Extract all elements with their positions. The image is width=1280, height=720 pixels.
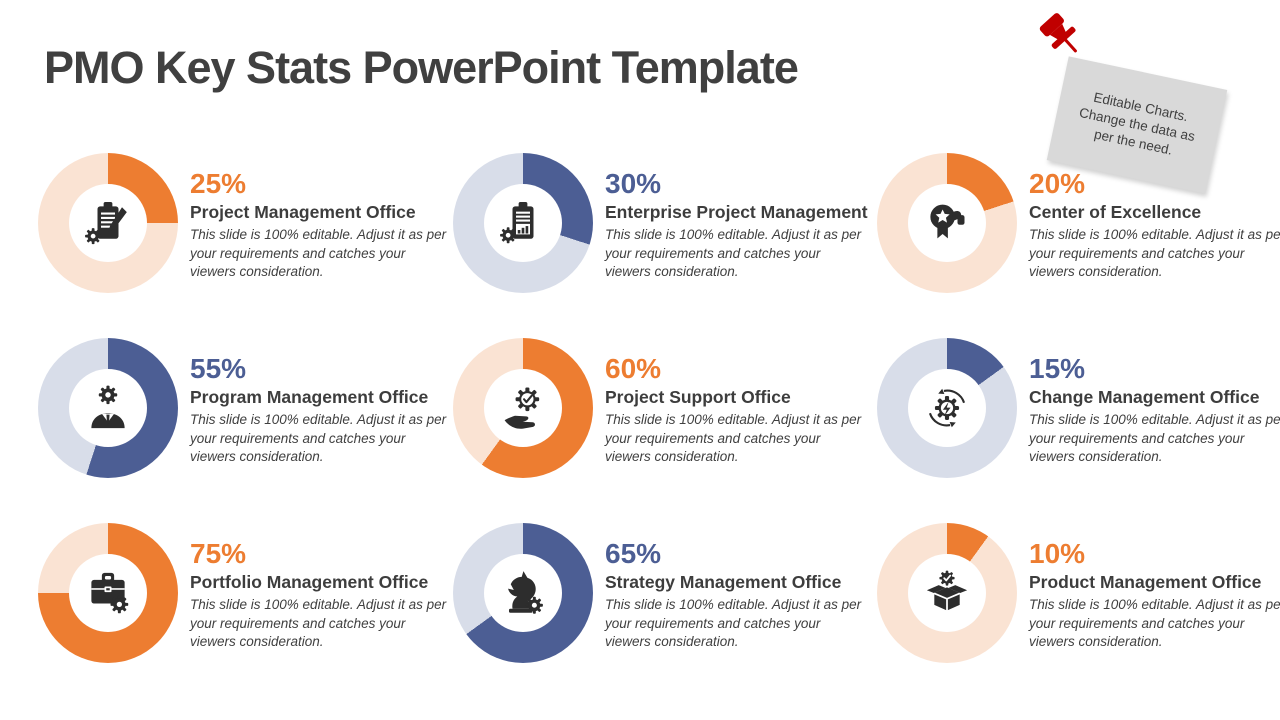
briefcase-gear-icon <box>91 572 129 614</box>
stat-description: This slide is 100% editable. Adjust it a… <box>1029 597 1280 650</box>
stat-title: Project Management Office <box>190 202 416 223</box>
stat-description: This slide is 100% editable. Adjust it a… <box>1029 412 1280 465</box>
donut-hole <box>908 554 986 632</box>
clipboard-pen-gear-icon <box>85 202 127 245</box>
medal-star-hand-icon <box>930 204 965 239</box>
stat-percentage: 20% <box>1029 168 1086 199</box>
donut-chart <box>877 153 1017 293</box>
donut-chart <box>38 338 178 478</box>
stat-card-strategy-management-office: 65% Strategy Management Office This slid… <box>453 523 883 675</box>
box-badge-icon <box>926 570 968 611</box>
stat-title: Portfolio Management Office <box>190 572 429 593</box>
manager-gear-icon <box>91 385 125 429</box>
donut-hole <box>69 369 147 447</box>
donut-chart <box>877 338 1017 478</box>
hand-gear-check-icon <box>504 387 540 429</box>
stat-description: This slide is 100% editable. Adjust it a… <box>190 227 447 280</box>
stat-card-product-management-office: 10% Product Management Office This slide… <box>877 523 1280 675</box>
donut-hole <box>908 369 986 447</box>
stat-card-project-support-office: 60% Project Support Office This slide is… <box>453 338 883 490</box>
donut-chart <box>877 523 1017 663</box>
stat-title: Change Management Office <box>1029 387 1260 408</box>
donut-hole <box>69 554 147 632</box>
stat-card-program-management-office: 55% Program Management Office This slide… <box>38 338 468 490</box>
stat-title: Strategy Management Office <box>605 572 842 593</box>
donut-hole <box>69 184 147 262</box>
stat-percentage: 25% <box>190 168 247 199</box>
stat-title: Product Management Office <box>1029 572 1262 593</box>
stat-description: This slide is 100% editable. Adjust it a… <box>605 597 862 650</box>
stat-description: This slide is 100% editable. Adjust it a… <box>190 597 447 650</box>
stat-description: This slide is 100% editable. Adjust it a… <box>605 227 862 280</box>
push-pin-icon <box>1039 13 1077 53</box>
donut-chart <box>38 153 178 293</box>
stat-percentage: 30% <box>605 168 662 199</box>
stat-card-portfolio-management-office: 75% Portfolio Management Office This sli… <box>38 523 468 675</box>
donut-chart <box>38 523 178 663</box>
donut-chart <box>453 338 593 478</box>
stat-percentage: 15% <box>1029 353 1086 384</box>
clipboard-chart-gear-icon <box>500 202 534 244</box>
stat-card-enterprise-project-management: 30% Enterprise Project Management This s… <box>453 153 883 305</box>
knight-gear-icon <box>508 571 543 614</box>
gear-sync-arrows-icon <box>928 388 966 428</box>
stat-percentage: 10% <box>1029 538 1086 569</box>
donut-hole <box>484 369 562 447</box>
stat-percentage: 60% <box>605 353 662 384</box>
stat-title: Center of Excellence <box>1029 202 1202 223</box>
stat-title: Enterprise Project Management <box>605 202 868 223</box>
stat-title: Program Management Office <box>190 387 429 408</box>
stat-card-change-management-office: 15% Change Management Office This slide … <box>877 338 1280 490</box>
stat-title: Project Support Office <box>605 387 791 408</box>
stat-card-center-of-excellence: 20% Center of Excellence This slide is 1… <box>877 153 1280 305</box>
stat-card-project-management-office: 25% Project Management Office This slide… <box>38 153 468 305</box>
stat-description: This slide is 100% editable. Adjust it a… <box>190 412 447 465</box>
donut-hole <box>908 184 986 262</box>
donut-chart <box>453 153 593 293</box>
stat-description: This slide is 100% editable. Adjust it a… <box>1029 227 1280 280</box>
donut-chart <box>453 523 593 663</box>
donut-hole <box>484 184 562 262</box>
stat-description: This slide is 100% editable. Adjust it a… <box>605 412 862 465</box>
donut-hole <box>484 554 562 632</box>
stat-percentage: 55% <box>190 353 247 384</box>
page-title: PMO Key Stats PowerPoint Template <box>44 42 799 93</box>
stat-percentage: 65% <box>605 538 662 569</box>
stat-percentage: 75% <box>190 538 247 569</box>
